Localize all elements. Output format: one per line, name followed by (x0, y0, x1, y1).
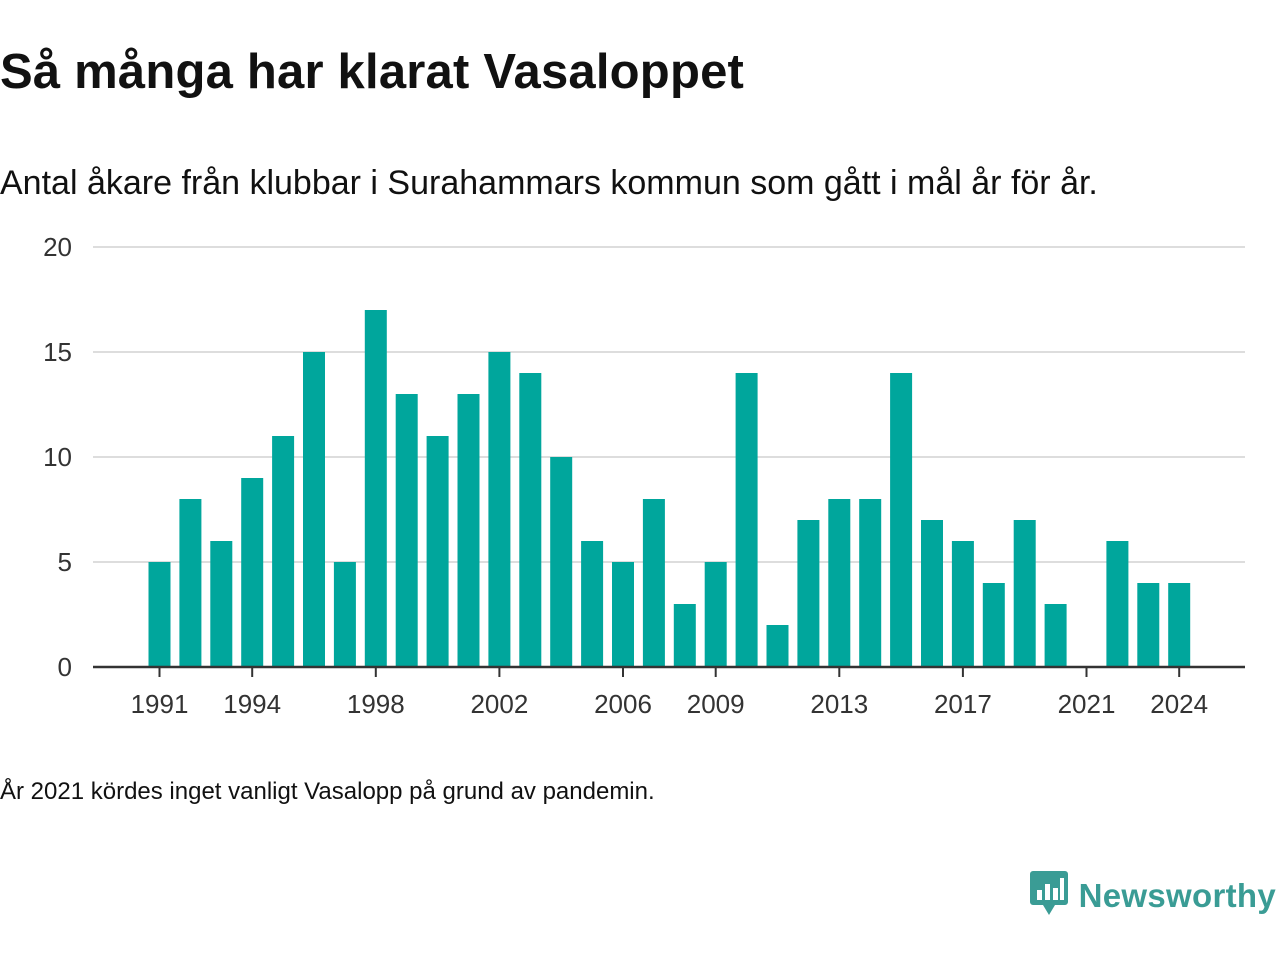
x-axis-tick-labels: 1991 1994 1998 2002 2006 2009 2013 2017 2021 2024 (131, 689, 1209, 719)
x-tick-label: 1994 (223, 689, 281, 719)
x-tick-label: 2021 (1058, 689, 1116, 719)
y-tick-label: 15 (43, 337, 72, 367)
chart-subtitle: Antal åkare från klubbar i Surahammars k… (0, 164, 1098, 202)
bar (1013, 520, 1036, 667)
bar (797, 520, 820, 667)
bar (1044, 604, 1067, 667)
y-tick-label: 20 (43, 232, 72, 262)
bar-chart: 0 5 10 15 20 1991 1994 1998 2002 2006 2009 2013 201… (43, 232, 1245, 719)
bar (890, 373, 913, 667)
gridlines (93, 246, 1245, 563)
x-tick-label: 2006 (594, 689, 652, 719)
newsworthy-logo-icon (1029, 868, 1069, 923)
bar (426, 436, 449, 667)
chart-title: Så många har klarat Vasaloppet (0, 45, 745, 99)
x-tick-label: 2002 (470, 689, 528, 719)
bar (241, 478, 264, 667)
y-tick-label: 5 (58, 547, 72, 577)
bar (364, 310, 387, 667)
bar (1168, 583, 1191, 667)
bar (148, 562, 171, 667)
bar (859, 499, 882, 667)
x-tick-label: 2013 (810, 689, 868, 719)
bar (1137, 583, 1160, 667)
bar (704, 562, 727, 667)
bar (333, 562, 356, 667)
x-tick-label: 1998 (347, 689, 405, 719)
brand: Newsworthy (1029, 868, 1276, 923)
bar (612, 562, 634, 667)
bar (766, 625, 789, 667)
bar (210, 541, 233, 667)
bar (303, 352, 325, 667)
bars (148, 310, 1191, 667)
bar (519, 373, 542, 667)
bar (673, 604, 696, 667)
bar (1106, 541, 1129, 667)
x-tick-label: 2017 (934, 689, 992, 719)
x-tick-label: 2024 (1150, 689, 1208, 719)
bar (488, 352, 511, 667)
bar (179, 499, 202, 667)
bar (642, 499, 665, 667)
bar (951, 541, 974, 667)
footnote: År 2021 kördes inget vanligt Vasalopp på… (0, 778, 655, 805)
bar (457, 394, 480, 667)
bar (921, 520, 943, 667)
bar (272, 436, 295, 667)
bar (581, 541, 604, 667)
y-axis-tick-labels: 0 5 10 15 20 (43, 232, 72, 682)
y-tick-label: 0 (58, 652, 72, 682)
brand-name: Newsworthy (1078, 876, 1276, 914)
bar (828, 499, 851, 667)
x-tick-label: 1991 (131, 689, 189, 719)
bar (395, 394, 418, 667)
x-axis (93, 665, 1245, 677)
bar (735, 373, 758, 667)
bar (982, 583, 1005, 667)
y-tick-label: 10 (43, 442, 72, 472)
bar (550, 457, 573, 667)
x-tick-label: 2009 (687, 689, 745, 719)
